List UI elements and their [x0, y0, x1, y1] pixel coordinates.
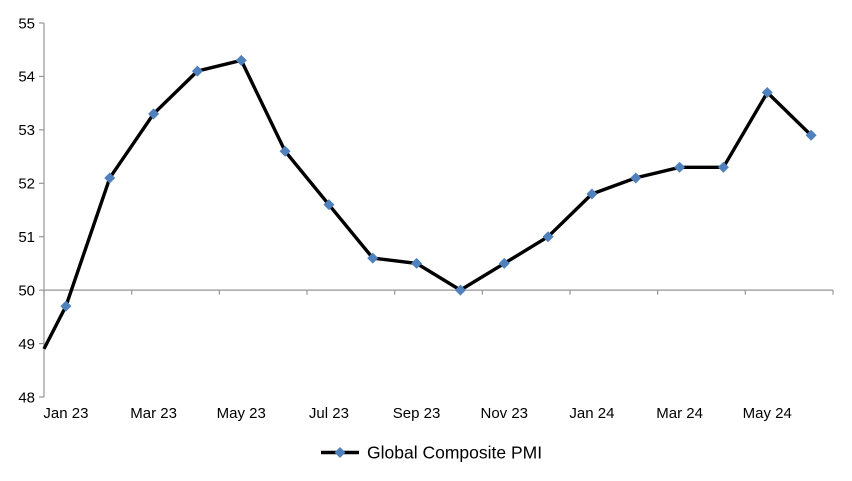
- data-point-marker: [148, 108, 160, 120]
- data-point-marker: [674, 161, 686, 173]
- data-point-marker: [191, 65, 203, 77]
- data-point-marker: [542, 231, 554, 243]
- x-axis-label: Sep 23: [393, 405, 441, 422]
- data-point-marker: [323, 199, 335, 211]
- data-point-marker: [60, 300, 72, 312]
- data-point-marker: [411, 257, 423, 269]
- y-axis-label: 48: [18, 389, 35, 406]
- data-point-marker: [586, 188, 598, 200]
- x-axis-label: May 23: [217, 405, 266, 422]
- y-axis-label: 52: [18, 176, 35, 193]
- x-axis-label: Nov 23: [480, 405, 528, 422]
- y-axis-label: 53: [18, 122, 35, 139]
- x-axis-label: Mar 23: [130, 405, 177, 422]
- data-point-marker: [454, 284, 466, 296]
- x-axis-label: Mar 24: [656, 405, 703, 422]
- legend-label: Global Composite PMI: [367, 443, 542, 463]
- data-point-marker: [104, 172, 116, 184]
- legend-marker-icon: [334, 447, 346, 458]
- data-point-marker: [630, 172, 642, 184]
- data-point-marker: [367, 252, 379, 264]
- y-axis-label: 54: [18, 69, 35, 86]
- data-point-marker: [279, 145, 291, 157]
- x-axis-label: May 24: [743, 405, 792, 422]
- x-axis-label: Jan 24: [569, 405, 614, 422]
- data-point-marker: [805, 129, 817, 141]
- y-axis-label: 50: [18, 282, 35, 299]
- data-point-marker: [717, 161, 729, 173]
- x-axis-label: Jan 23: [43, 405, 88, 422]
- y-axis-label: 51: [18, 229, 35, 246]
- x-axis-label: Jul 23: [309, 405, 349, 422]
- y-axis-label: 55: [18, 15, 35, 32]
- y-axis-label: 49: [18, 336, 35, 353]
- data-point-marker: [235, 54, 247, 66]
- data-point-marker: [498, 257, 510, 269]
- data-point-marker: [761, 86, 773, 98]
- pmi-series-line: [42, 58, 813, 350]
